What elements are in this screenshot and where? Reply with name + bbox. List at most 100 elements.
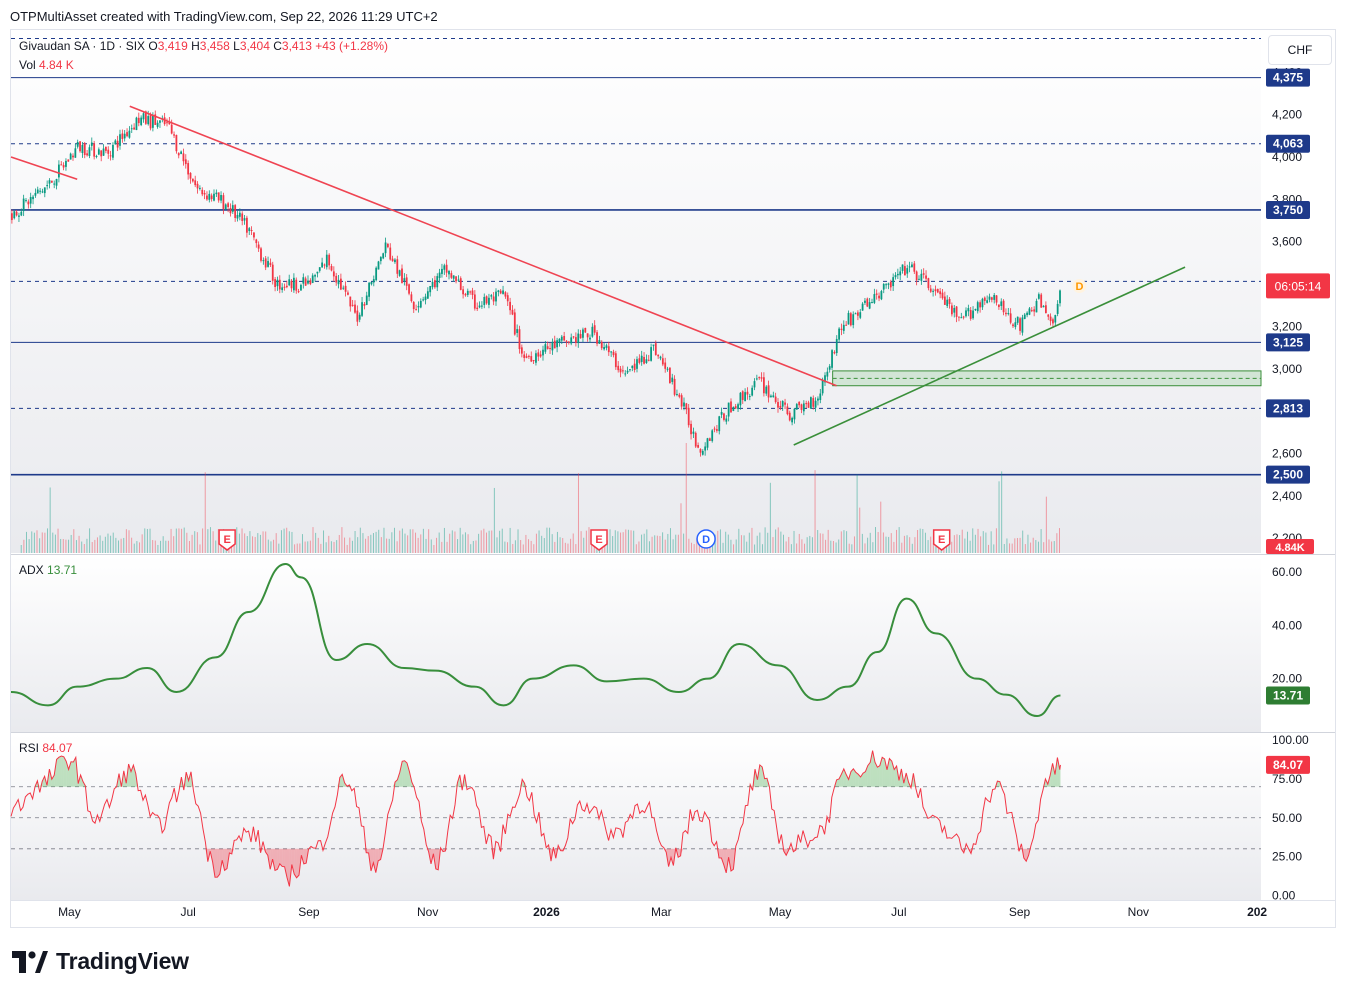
volume-bar [972,528,974,553]
volume-bar [1001,471,1003,553]
candle-body [511,309,514,315]
volume-bar [898,527,900,553]
candle-body [810,397,812,409]
candle-body [589,337,591,340]
volume-bar [906,535,908,553]
volume-bar [738,528,740,553]
candle-body [774,396,777,403]
volume-bar [880,501,882,553]
volume-bar [651,536,653,553]
candle-body [290,280,293,289]
volume-bar [575,544,577,553]
volume-bar [969,540,971,553]
volume-bar [733,544,735,553]
candle-body [469,291,472,293]
candle-body [1012,324,1014,327]
rsi-oversold-fill [731,848,734,871]
candle-body [499,290,502,294]
time-tick-label: Mar [651,905,672,919]
volume-legend[interactable]: Vol 4.84 K [19,58,74,72]
candle-body [231,205,234,212]
volume-bar [1006,538,1008,553]
volume-bar [901,542,903,553]
candle-body [389,247,392,260]
volume-bar [62,539,64,553]
volume-bar [370,534,372,553]
candle-body [438,272,441,278]
volume-bar [99,535,101,553]
candle-body [396,259,399,274]
volume-bar [622,532,624,553]
candle-body [11,213,13,221]
candle-body [692,431,695,434]
volume-bar [252,536,254,553]
volume-bar [278,543,280,553]
tradingview-brand[interactable]: TradingView [12,948,189,975]
volume-bar [54,534,56,553]
volume-bar [102,540,104,553]
volume-bar [470,544,472,553]
volume-bar [882,532,884,553]
price-tick-label: 4,200 [1272,108,1302,122]
candle-body [713,428,716,430]
volume-bar [890,533,892,553]
volume-bar [917,530,919,553]
adx-legend[interactable]: ADX 13.71 [19,563,77,577]
candle-body [824,375,826,383]
volume-bar [727,534,729,553]
candle-body [60,164,63,166]
candle-body [217,192,220,201]
volume-bar [588,527,590,553]
rsi-overbought-fill [399,761,403,787]
candle-body [802,403,805,412]
candle-body [539,354,542,357]
volume-bar [283,528,285,553]
candle-body [478,305,481,308]
volume-bar [320,543,322,553]
symbol-legend[interactable]: Givaudan SA · 1D · SIX O3,419 H3,458 L3,… [19,39,388,53]
time-tick-label: May [58,905,81,919]
candle-body [622,370,624,372]
candle-body [1023,314,1026,319]
candle-body [509,301,511,311]
candle-body [563,336,566,341]
volume-bar [407,535,409,553]
volume-bar [953,535,955,553]
volume-bar [924,532,926,553]
adx-value-tag-label: 13.71 [1273,688,1303,702]
candle-body [401,268,403,283]
candle-body [321,262,323,268]
volume-bar [643,533,645,553]
volume-bar [985,532,987,553]
volume-bar [793,530,795,553]
candle-body [368,282,370,297]
candle-body [864,300,866,303]
candle-body [767,385,770,398]
volume-bar [654,535,656,553]
currency-button[interactable]: CHF [1268,35,1332,65]
volume-bar [65,539,67,553]
volume-bar [199,544,201,553]
candle-body [79,141,81,152]
volume-bar [307,541,309,553]
volume-bar [559,537,561,553]
volume-bar [181,528,183,553]
volume-bar [173,536,175,553]
rsi-overbought-fill [133,765,136,787]
candle-body [1009,313,1012,323]
volume-bar [454,531,456,553]
volume-bar [238,533,240,553]
volume-bar [107,533,109,553]
candle-body [429,285,432,293]
rsi-legend[interactable]: RSI 84.07 [19,741,72,755]
volume-bar [383,527,385,553]
volume-bar [438,532,440,553]
candle-body [481,305,483,307]
candle-body [142,113,145,120]
candle-body [497,290,500,293]
candle-body [699,449,702,453]
adx-title: ADX [19,563,44,577]
price-level-tag-label: 2,813 [1273,401,1303,415]
volume-bar [932,542,934,553]
